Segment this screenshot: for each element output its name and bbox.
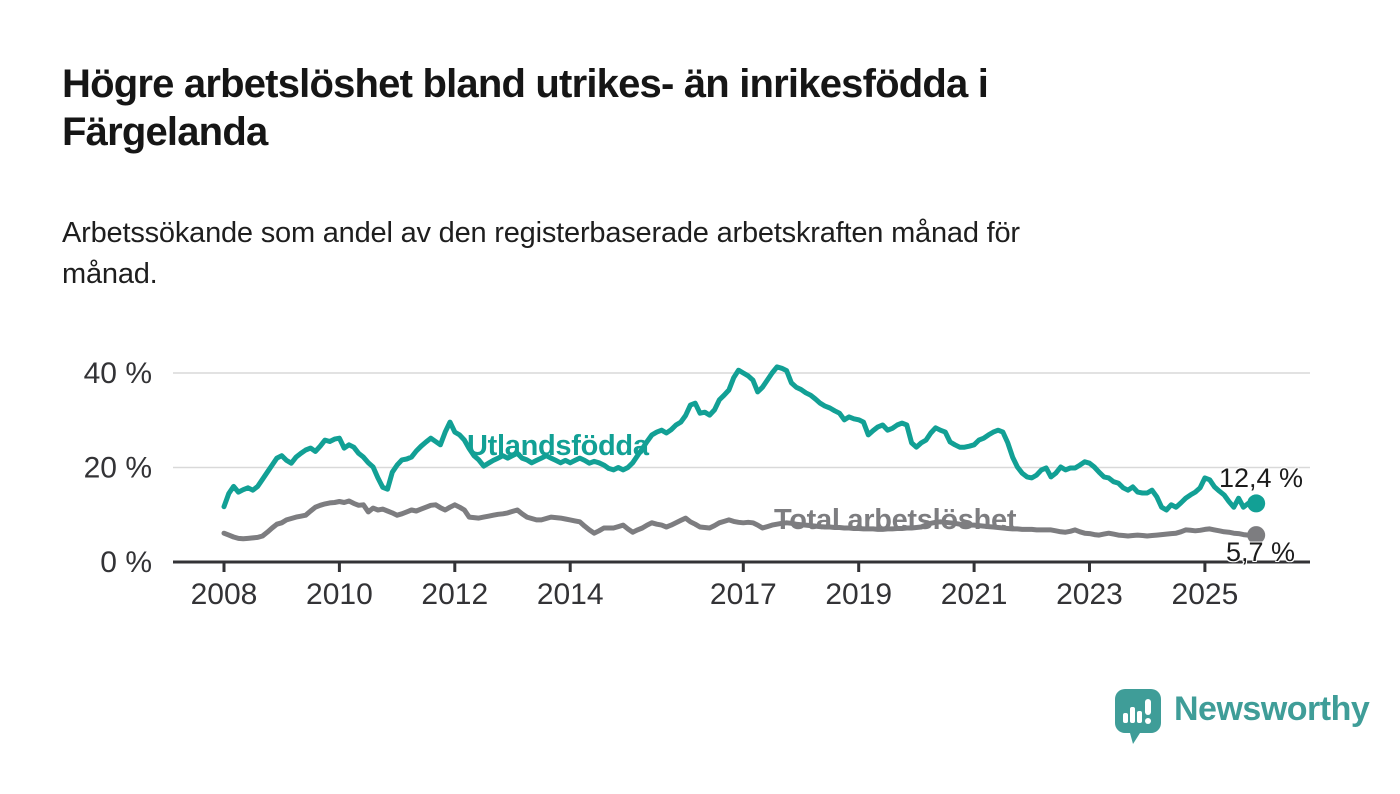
chart-subtitle-line1: Arbetssökande som andel av den registerb… bbox=[62, 217, 1020, 249]
newsworthy-logo-text: Newsworthy bbox=[1174, 690, 1370, 728]
newsworthy-logo-icon bbox=[1115, 689, 1161, 744]
x-tick-label-2017: 2017 bbox=[710, 578, 777, 611]
x-tick-label-2021: 2021 bbox=[941, 578, 1008, 611]
x-tick-label-2008: 2008 bbox=[191, 578, 258, 611]
series-label-total-arbetsloshet: Total arbetslöshet bbox=[774, 504, 1017, 536]
series-line-0 bbox=[221, 364, 1251, 513]
x-tick-label-2025: 2025 bbox=[1172, 578, 1239, 611]
x-tick-label-2012: 2012 bbox=[421, 578, 488, 611]
end-value-label-utlandsfodda: 12,4 % bbox=[1219, 463, 1304, 493]
chart-subtitle-line2: månad. bbox=[62, 258, 158, 291]
x-tick-label-2019: 2019 bbox=[825, 578, 892, 611]
x-tick-label-2014: 2014 bbox=[537, 578, 604, 611]
chart-subtitle: Arbetssökande som andel av den registerb… bbox=[62, 213, 1282, 295]
logo-bar-tall bbox=[1130, 707, 1135, 723]
y-tick-label: 40 % bbox=[84, 357, 152, 390]
series-end-dot-1 bbox=[1247, 526, 1266, 545]
logo-bar-medium bbox=[1137, 711, 1142, 723]
chart-title: Högre arbetslöshet bland utrikes- än inr… bbox=[62, 60, 1242, 156]
logo-exclamation-bar bbox=[1145, 699, 1151, 715]
logo-bar-small bbox=[1123, 713, 1128, 723]
y-tick-label: 20 % bbox=[84, 452, 152, 485]
series-line-1 bbox=[221, 498, 1251, 542]
end-value-label-total: 5,7 % bbox=[1226, 537, 1296, 567]
newsworthy-logo: Newsworthy bbox=[1114, 688, 1370, 746]
x-tick-label-2010: 2010 bbox=[306, 578, 373, 611]
x-tick-label-2023: 2023 bbox=[1056, 578, 1123, 611]
logo-exclamation-dot bbox=[1145, 718, 1151, 724]
series-label-utlandsfodda: Utlandsfödda bbox=[467, 430, 649, 462]
series-end-dot-0 bbox=[1247, 494, 1266, 513]
chart-title-line1: Högre arbetslöshet bland utrikes- än inr… bbox=[62, 62, 989, 106]
chart-title-line2: Färgelanda bbox=[62, 110, 268, 154]
y-tick-label: 0 % bbox=[100, 546, 152, 579]
